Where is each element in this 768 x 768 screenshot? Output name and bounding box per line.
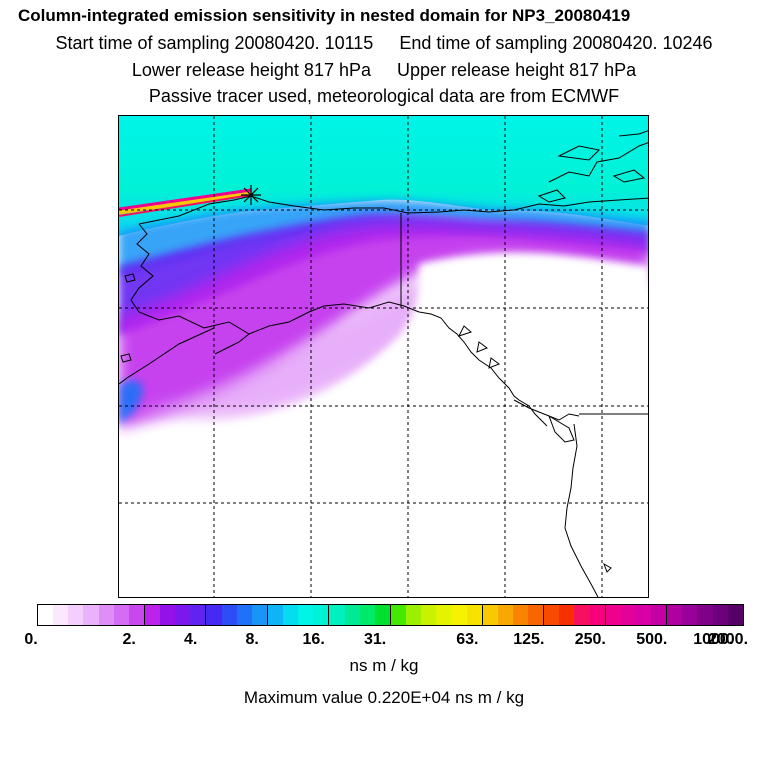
color-scale-bar	[37, 604, 744, 626]
color-scale-segment	[528, 605, 545, 625]
color-scale-segment	[251, 605, 268, 625]
start-time-label: Start time of sampling 20080420. 10115	[55, 33, 374, 53]
color-scale-tick-label: 1000.	[693, 631, 734, 648]
color-scale-segment	[298, 605, 314, 625]
color-scale-segment	[359, 605, 375, 625]
color-scale-segment	[605, 605, 621, 625]
color-scale-segment	[682, 605, 698, 625]
color-scale-segment	[390, 605, 406, 625]
coastlines	[119, 130, 648, 597]
color-scale-segment	[727, 605, 743, 625]
color-scale-segment	[497, 605, 513, 625]
color-scale-segment	[206, 605, 222, 625]
color-scale-segment	[344, 605, 360, 625]
color-scale-segment	[635, 605, 651, 625]
release-streak-orange	[119, 189, 252, 215]
color-scale-segment	[68, 605, 84, 625]
color-scale-segment	[436, 605, 452, 625]
color-scale-segment	[53, 605, 69, 625]
color-scale-segment	[589, 605, 606, 625]
sensitivity-west-tongue	[119, 380, 143, 424]
color-scale-segment	[574, 605, 590, 625]
color-scale-tick-label: 31.	[364, 631, 387, 648]
color-scale-tick-label: 2000.	[707, 631, 749, 648]
sensitivity-transition-band	[119, 199, 648, 276]
color-scale-segment	[667, 605, 683, 625]
emission-sensitivity-map	[118, 115, 649, 598]
color-scale-segment	[559, 605, 575, 625]
color-scale-segment	[38, 605, 54, 625]
map-canvas	[119, 116, 648, 597]
color-scale-segment	[144, 605, 160, 625]
upper-release-label: Upper release height 817 hPa	[397, 60, 637, 80]
sensitivity-north-band	[119, 116, 648, 236]
tracer-info-line: Passive tracer used, meteorological data…	[148, 86, 620, 106]
color-scale-tick-label: 500.	[636, 631, 668, 648]
color-scale-segment	[482, 605, 498, 625]
color-scale-segment	[221, 605, 237, 625]
color-scale-tick-label: 125.	[513, 631, 545, 648]
color-scale-segment	[329, 605, 345, 625]
color-scale-tick-label: 250.	[574, 631, 606, 648]
color-scale-segment	[512, 605, 528, 625]
release-streak-magenta	[119, 188, 252, 211]
color-scale-segment	[374, 605, 391, 625]
color-scale-segment	[451, 605, 467, 625]
color-scale-tick-label: 8.	[245, 631, 259, 648]
color-scale-tick-label: 0.	[24, 631, 38, 648]
color-scale-tick-label: 16.	[302, 631, 325, 648]
plot-title: Column-integrated emission sensitivity i…	[18, 6, 631, 25]
color-scale-segment	[313, 605, 330, 625]
color-scale-segment	[697, 605, 713, 625]
color-scale-segment	[544, 605, 560, 625]
color-scale-segment	[160, 605, 176, 625]
color-scale-segment	[175, 605, 191, 625]
release-height-line: Lower release height 817 hPa Upper releas…	[0, 60, 768, 81]
color-scale-segment	[283, 605, 299, 625]
maximum-value-label: Maximum value 0.220E+04 ns m / kg	[243, 688, 525, 707]
color-scale-tick-label: 4.	[184, 631, 198, 648]
color-scale-segment	[98, 605, 114, 625]
sensitivity-blue-band	[119, 213, 648, 336]
color-scale-segment	[620, 605, 636, 625]
color-scale-segment	[190, 605, 207, 625]
release-streak-red	[119, 194, 252, 217]
sensitivity-empty-region	[119, 253, 648, 597]
color-scale-segment	[712, 605, 728, 625]
sensitivity-magenta-fringe	[119, 276, 458, 418]
color-scale-segment	[406, 605, 422, 625]
color-scale-segment	[466, 605, 483, 625]
units-label: ns m / kg	[349, 656, 419, 675]
color-scale-tick-label: 2.	[122, 631, 136, 648]
color-scale-segment	[128, 605, 145, 625]
color-scale-segment	[267, 605, 283, 625]
color-scale-segment	[421, 605, 437, 625]
asterisk-icon	[241, 185, 261, 205]
color-scale-segment	[83, 605, 99, 625]
end-time-label: End time of sampling 20080420. 10246	[399, 33, 713, 53]
color-scale-segment	[113, 605, 129, 625]
lower-release-label: Lower release height 817 hPa	[131, 60, 371, 80]
color-scale-tick-label: 63.	[456, 631, 479, 648]
grid-lines	[119, 116, 648, 597]
color-scale-segment	[236, 605, 252, 625]
sampling-times-line: Start time of sampling 20080420. 10115 En…	[0, 33, 768, 54]
color-scale-segment	[651, 605, 668, 625]
